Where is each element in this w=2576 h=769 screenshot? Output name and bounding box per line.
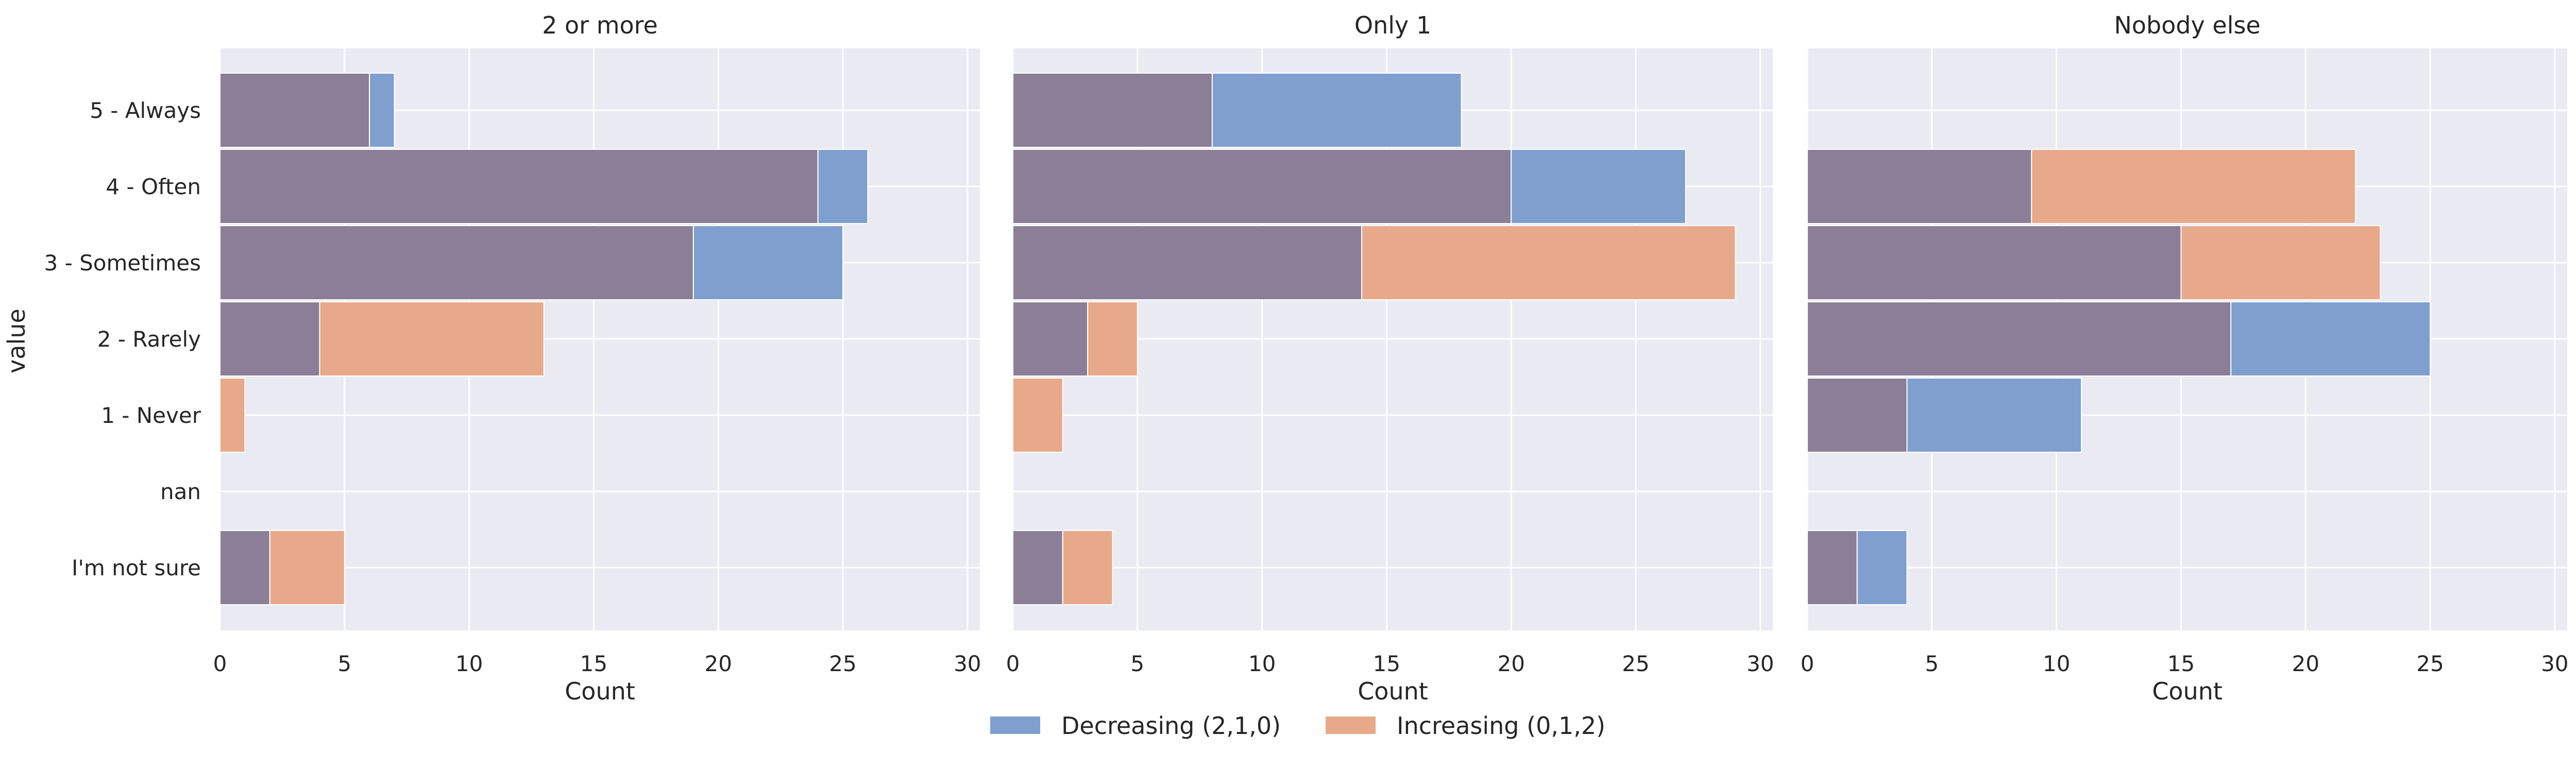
x-tick-label: 20 xyxy=(2292,651,2319,676)
y-tick-label: nan xyxy=(160,479,201,504)
x-tick-label: 10 xyxy=(455,651,483,676)
x-tick-label: 25 xyxy=(829,651,856,676)
legend-label: Increasing (0,1,2) xyxy=(1397,712,1605,740)
bar-overlap xyxy=(219,149,819,224)
bar-overlap xyxy=(1807,378,1908,453)
x-tick-label: 0 xyxy=(1801,651,1815,676)
legend: Decreasing (2,1,0) Increasing (0,1,2) xyxy=(990,712,1605,740)
x-tick-label: 5 xyxy=(1130,651,1144,676)
y-axis-title: value xyxy=(3,309,30,373)
x-tick-label: 20 xyxy=(1497,651,1524,676)
bar-increasing xyxy=(1087,301,1138,377)
x-axis-title: Count xyxy=(1358,677,1428,705)
bar-increasing xyxy=(1361,225,1736,300)
bar-overlap xyxy=(1012,225,1363,300)
legend-swatch xyxy=(990,716,1040,734)
y-tick-label: 1 - Never xyxy=(101,403,201,428)
bar-increasing xyxy=(2031,149,2356,224)
x-tick-label: 30 xyxy=(2541,651,2568,676)
x-tick-label: 30 xyxy=(954,651,981,676)
bar-overlap xyxy=(1807,301,2232,377)
bar-overlap xyxy=(1012,530,1063,605)
x-tick-label: 10 xyxy=(2043,651,2070,676)
y-tick-label: 5 - Always xyxy=(90,98,201,123)
bar-decreasing xyxy=(1906,378,2082,453)
bar-decreasing xyxy=(1211,73,1462,148)
y-tick-label: 4 - Often xyxy=(106,174,201,199)
panel-title: Only 1 xyxy=(1354,11,1431,39)
x-tick-label: 15 xyxy=(580,651,607,676)
y-tick-label: I'm not sure xyxy=(72,555,201,580)
panels-layer: 0 5 10 15 20 25 30 5 - Always 4 - Often 3 - Somet… xyxy=(44,11,2569,705)
bar-overlap xyxy=(1807,149,2032,224)
bar-overlap xyxy=(1012,73,1213,148)
bar-decreasing xyxy=(2230,301,2431,377)
panel-title: 2 or more xyxy=(542,11,658,39)
x-tick-label: 20 xyxy=(704,651,732,676)
bar-increasing xyxy=(219,378,246,453)
x-tick-label: 0 xyxy=(1006,651,1020,676)
x-tick-label: 10 xyxy=(1248,651,1276,676)
bar-overlap xyxy=(219,73,370,148)
bar-overlap xyxy=(1807,225,2182,300)
panel-1: 0 5 10 15 20 25 30 5 - Always 4 - Often 3 - Somet… xyxy=(44,11,981,705)
bar-overlap xyxy=(1012,149,1512,224)
y-tick-label: 3 - Sometimes xyxy=(44,250,201,276)
x-axis-title: Count xyxy=(565,677,635,705)
x-tick-label: 15 xyxy=(2167,651,2195,676)
bar-increasing xyxy=(1062,530,1113,605)
bar-decreasing xyxy=(369,73,395,148)
x-tick-label: 25 xyxy=(2416,651,2444,676)
legend-swatch xyxy=(1326,716,1376,734)
x-tick-label: 30 xyxy=(1747,651,1774,676)
panel-2: 0 5 10 15 20 25 30 Only 1 Count xyxy=(1006,11,1774,705)
bar-increasing xyxy=(2180,225,2381,300)
x-tick-label: 0 xyxy=(213,651,227,676)
bar-overlap xyxy=(1012,301,1089,377)
legend-label: Decreasing (2,1,0) xyxy=(1061,712,1281,740)
bar-decreasing xyxy=(817,149,869,224)
x-axis-title: Count xyxy=(2152,677,2223,705)
bar-overlap xyxy=(1807,530,1858,605)
bar-decreasing xyxy=(692,225,844,300)
bar-decreasing xyxy=(1511,149,1686,224)
bar-increasing xyxy=(1012,378,1063,453)
bar-overlap xyxy=(219,225,694,300)
panel-3: 0 5 10 15 20 25 30 Nobody else Count xyxy=(1801,11,2569,705)
x-tick-label: 5 xyxy=(337,651,351,676)
bar-decreasing xyxy=(1856,530,1908,605)
x-tick-label: 25 xyxy=(1622,651,1649,676)
bar-overlap xyxy=(219,301,320,377)
bar-overlap xyxy=(219,530,270,605)
bar-increasing xyxy=(269,530,345,605)
x-tick-label: 5 xyxy=(1925,651,1939,676)
x-tick-label: 15 xyxy=(1373,651,1400,676)
panel-title: Nobody else xyxy=(2114,11,2260,39)
bar-increasing xyxy=(319,301,545,377)
y-tick-label: 2 - Rarely xyxy=(97,327,201,352)
